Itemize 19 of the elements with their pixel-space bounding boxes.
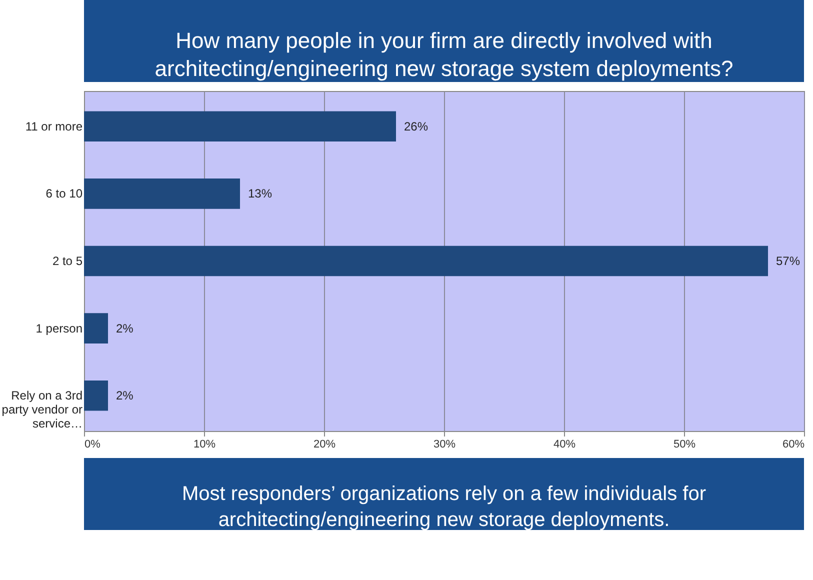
x-tick-label: 50% bbox=[673, 438, 696, 450]
x-tick-label: 10% bbox=[193, 438, 216, 450]
y-tick-label: 1 person bbox=[36, 321, 82, 336]
y-tick-label: 11 or more bbox=[25, 119, 83, 134]
data-label: 26% bbox=[404, 119, 428, 134]
x-tick-label: 30% bbox=[433, 438, 456, 450]
text: Most responders’ organizations rely on a few individuals for architecting/engineering new storage deployments. bbox=[182, 483, 706, 531]
data-label: 2% bbox=[116, 321, 134, 336]
y-tick-label: 2 to 5 bbox=[52, 254, 83, 268]
y-tick-label: 6 to 10 bbox=[46, 186, 83, 201]
data-label: 13% bbox=[248, 186, 272, 201]
chart-title: How many people in your firm are directly involved with architecting/engineering new storage system deployments? bbox=[154, 28, 734, 81]
x-tick-label: 0% bbox=[84, 438, 101, 450]
x-tick-label: 20% bbox=[313, 438, 336, 450]
x-tick-label: 40% bbox=[553, 438, 576, 450]
y-tick-label: Rely on a 3rd party vendor or service… bbox=[2, 388, 82, 431]
x-tick-label: 60% bbox=[782, 438, 805, 450]
data-label: 57% bbox=[776, 254, 800, 268]
data-label: 2% bbox=[116, 388, 134, 403]
